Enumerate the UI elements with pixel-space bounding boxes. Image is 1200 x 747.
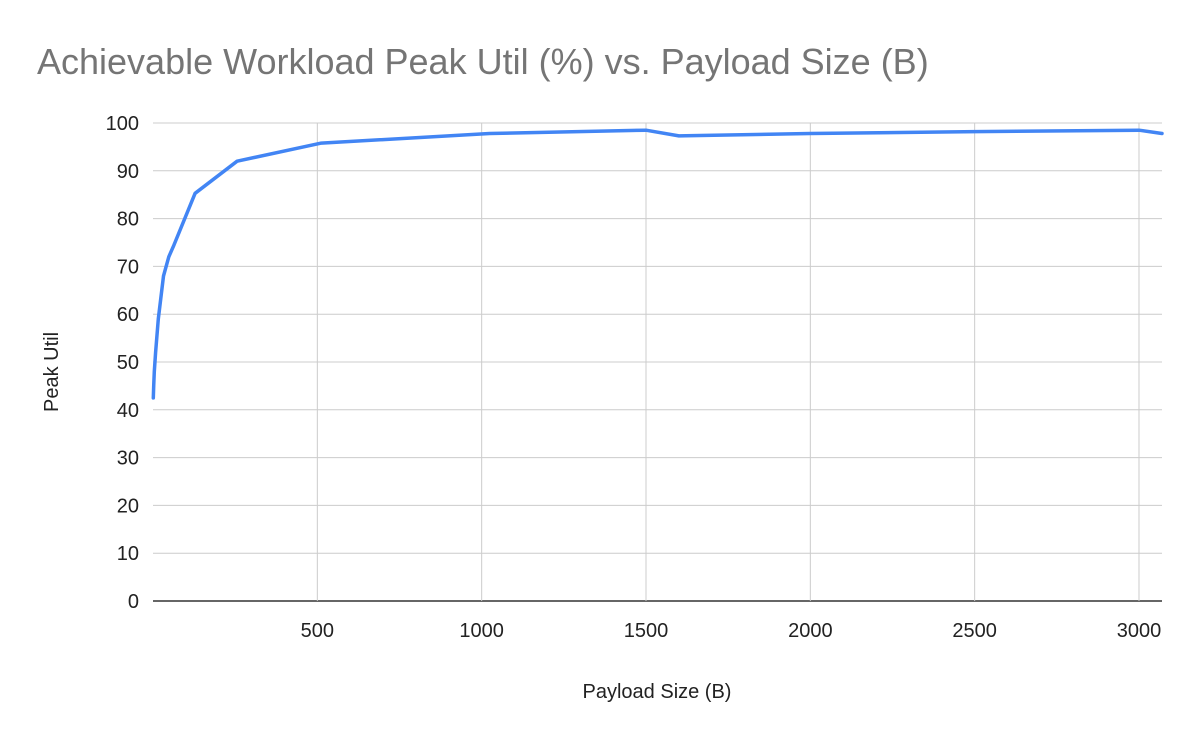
- data-point: [974, 131, 975, 132]
- data-point: [1162, 133, 1163, 134]
- x-tick-label: 3000: [1117, 620, 1162, 642]
- x-tick-label: 500: [301, 620, 334, 642]
- series-line: [151, 128, 1164, 400]
- y-tick-label: 10: [117, 543, 139, 565]
- chart-title: Achievable Workload Peak Util (%) vs. Pa…: [37, 41, 929, 82]
- y-tick-label: 20: [117, 495, 139, 517]
- grid-layer: [153, 122, 1162, 602]
- data-point: [678, 135, 679, 136]
- data-point: [153, 397, 154, 398]
- line-layer: [151, 128, 1164, 400]
- y-axis-title: Peak Util: [41, 332, 63, 412]
- x-tick-label: 1000: [459, 620, 504, 642]
- data-point: [810, 133, 811, 134]
- y-tick-label: 60: [117, 304, 139, 326]
- data-point: [154, 371, 155, 372]
- y-tick-label: 80: [117, 209, 139, 231]
- x-tick-label: 1500: [624, 620, 669, 642]
- data-point: [155, 352, 156, 353]
- data-point: [645, 130, 646, 131]
- y-tick-label: 100: [106, 113, 139, 135]
- data-point: [174, 244, 175, 245]
- tick-layer: 0 10 20 30 40 50 60 70 80 90 100 500 1000 1500 2000 250…: [106, 113, 1162, 642]
- y-tick-label: 30: [117, 448, 139, 470]
- x-tick-label: 2000: [788, 620, 833, 642]
- data-point: [321, 143, 322, 144]
- data-point: [489, 133, 490, 134]
- data-point: [158, 318, 159, 319]
- y-tick-label: 40: [117, 400, 139, 422]
- data-point: [163, 275, 164, 276]
- x-tick-label: 2500: [952, 620, 997, 642]
- data-point: [153, 385, 154, 386]
- data-point: [168, 256, 169, 257]
- data-point: [1138, 130, 1139, 131]
- x-axis-title: Payload Size (B): [583, 681, 732, 703]
- y-tick-label: 70: [117, 256, 139, 278]
- y-tick-label: 0: [128, 591, 139, 613]
- y-tick-label: 90: [117, 161, 139, 183]
- y-tick-label: 50: [117, 352, 139, 374]
- data-point: [237, 161, 238, 162]
- data-point: [195, 193, 196, 194]
